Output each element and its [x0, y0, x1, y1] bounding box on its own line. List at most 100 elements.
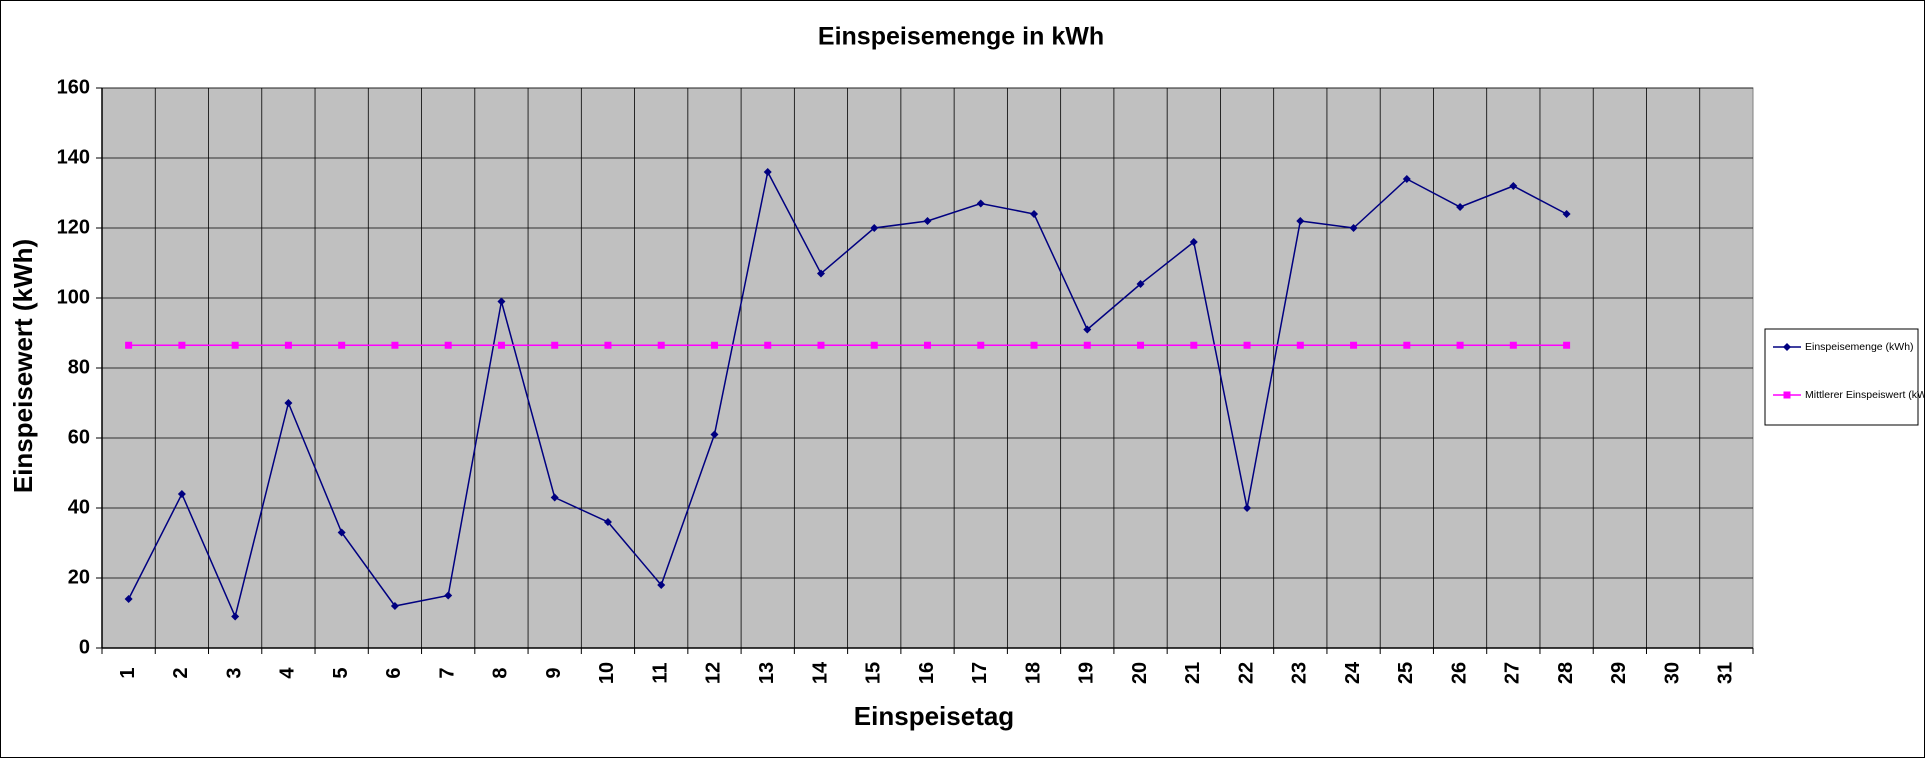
- x-tick-label: 16: [916, 662, 938, 684]
- y-tick-label: 100: [57, 286, 90, 308]
- y-tick-label: 160: [57, 76, 90, 98]
- marker: [124, 595, 133, 603]
- marker: [550, 493, 559, 502]
- y-tick-label: 40: [68, 496, 90, 518]
- x-tick-label: 31: [1715, 662, 1737, 684]
- marker: [1243, 504, 1252, 512]
- marker: [551, 341, 559, 349]
- marker: [1189, 238, 1198, 246]
- x-tick-label: 13: [756, 662, 778, 684]
- marker: [178, 341, 186, 349]
- y-tick-label: 140: [57, 146, 90, 168]
- marker: [870, 224, 879, 232]
- legend-label: Einspeisemenge (kWh): [1805, 341, 1914, 353]
- x-axis-label: Einspeisetag: [854, 701, 1014, 731]
- y-tick-label: 80: [68, 356, 90, 378]
- y-tick-label: 120: [57, 216, 90, 238]
- marker: [923, 217, 932, 225]
- x-tick-label: 14: [809, 661, 831, 684]
- marker: [1083, 341, 1091, 349]
- x-tick-label: 24: [1342, 661, 1364, 684]
- x-tick-label: 21: [1182, 662, 1204, 684]
- x-tick-label: 11: [649, 662, 671, 683]
- marker: [1402, 175, 1411, 183]
- x-tick-label: 5: [330, 667, 352, 678]
- marker: [1030, 341, 1038, 349]
- series-line: [127, 169, 1567, 619]
- marker: [284, 399, 293, 407]
- marker: [337, 528, 346, 537]
- marker: [710, 341, 718, 349]
- marker: [1509, 182, 1518, 190]
- x-tick-label: 23: [1289, 662, 1311, 684]
- marker: [924, 341, 931, 349]
- marker: [1456, 341, 1464, 349]
- marker: [125, 341, 133, 349]
- legend-box: [1764, 328, 1919, 426]
- marker: [710, 430, 719, 439]
- marker: [390, 602, 399, 610]
- marker: [817, 341, 825, 349]
- marker: [1783, 343, 1791, 351]
- marker: [1783, 391, 1791, 399]
- chart-title: Einspeisemenge in kWh: [818, 23, 1104, 51]
- marker: [177, 490, 186, 498]
- marker: [338, 341, 346, 349]
- x-tick-label: 18: [1022, 662, 1044, 684]
- x-tick-label: 2: [170, 667, 192, 678]
- marker: [870, 341, 878, 349]
- marker: [976, 199, 985, 208]
- x-tick-label: 3: [223, 667, 245, 678]
- y-tick-label: 60: [68, 426, 90, 448]
- x-tick-label: 19: [1076, 662, 1098, 684]
- x-tick-label: 25: [1395, 662, 1417, 684]
- marker: [816, 269, 825, 278]
- legend-label: Mittlerer Einspeiswert (kWh): [1805, 389, 1925, 401]
- marker: [231, 341, 239, 349]
- marker: [1296, 217, 1305, 225]
- x-tick-label: 15: [863, 662, 885, 684]
- x-tick-label: 4: [277, 667, 299, 679]
- marker: [1083, 325, 1092, 334]
- marker: [1456, 203, 1465, 211]
- y-tick-label: 0: [79, 636, 90, 658]
- marker: [1190, 341, 1198, 349]
- x-tick-label: 12: [703, 662, 725, 684]
- marker: [763, 168, 772, 176]
- marker: [444, 591, 453, 600]
- marker: [1403, 341, 1411, 349]
- x-tick-label: 8: [490, 667, 512, 678]
- y-tick-label: 20: [68, 566, 90, 588]
- x-tick-label: 17: [969, 662, 991, 684]
- x-tick-label: 27: [1502, 662, 1524, 684]
- marker: [1296, 341, 1304, 349]
- x-tick-label: 7: [436, 667, 458, 678]
- y-axis-label: Einspeisewert (kWh): [8, 239, 38, 493]
- marker: [603, 518, 612, 526]
- marker: [1137, 341, 1145, 349]
- marker: [1030, 210, 1039, 218]
- x-tick-label: 22: [1235, 662, 1257, 684]
- marker: [497, 297, 506, 306]
- x-tick-label: 28: [1555, 662, 1577, 684]
- marker: [1349, 224, 1358, 232]
- marker: [657, 581, 666, 589]
- x-tick-label: 30: [1661, 662, 1683, 684]
- marker: [231, 612, 240, 621]
- marker: [1243, 341, 1251, 349]
- marker: [391, 341, 399, 349]
- marker: [1562, 210, 1571, 218]
- marker: [284, 341, 292, 349]
- marker: [604, 341, 612, 349]
- marker: [1563, 341, 1571, 349]
- x-tick-label: 10: [596, 662, 618, 684]
- x-tick-label: 6: [383, 667, 405, 678]
- marker: [764, 341, 772, 349]
- marker: [1136, 280, 1145, 288]
- x-tick-label: 29: [1608, 662, 1630, 684]
- x-tick-label: 26: [1448, 662, 1470, 684]
- marker: [497, 341, 505, 349]
- marker: [977, 341, 985, 349]
- x-tick-label: 1: [117, 667, 139, 678]
